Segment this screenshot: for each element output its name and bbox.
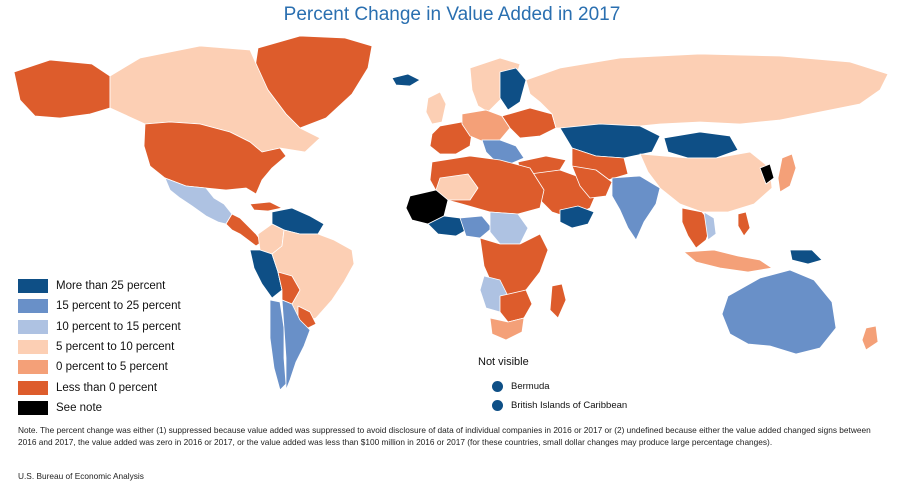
legend-item: 5 percent to 10 percent [18, 337, 181, 357]
legend-label: More than 25 percent [56, 280, 166, 293]
legend-item: 10 percent to 15 percent [18, 317, 181, 337]
region-philippines[interactable] [737, 211, 751, 237]
region-horn-africa[interactable] [489, 211, 529, 245]
not-visible-title: Not visible [478, 356, 529, 368]
region-china[interactable] [639, 151, 773, 213]
legend-swatch [18, 360, 48, 375]
region-papua-new-guinea[interactable] [789, 249, 823, 265]
region-south-africa[interactable] [489, 317, 525, 341]
region-new-zealand[interactable] [861, 325, 879, 351]
region-iran[interactable] [571, 165, 613, 199]
legend-swatch [18, 319, 48, 334]
bermuda-dot [492, 381, 503, 392]
legend-item: Less than 0 percent [18, 377, 181, 397]
legend-item: More than 25 percent [18, 276, 181, 296]
legend-item: See note [18, 398, 181, 418]
legend-swatch [18, 340, 48, 355]
region-australia[interactable] [721, 269, 837, 355]
region-vietnam[interactable] [703, 211, 717, 241]
region-alaska[interactable] [13, 59, 111, 119]
region-mongolia[interactable] [663, 131, 739, 159]
region-indonesia[interactable] [683, 249, 773, 273]
legend-item: 15 percent to 25 percent [18, 296, 181, 316]
legend-label: 5 percent to 10 percent [56, 341, 175, 354]
region-argentina[interactable] [281, 299, 311, 391]
legend-swatch [18, 299, 48, 314]
legend-label: Less than 0 percent [56, 381, 158, 394]
legend-label: 0 percent to 5 percent [56, 361, 168, 374]
map-legend: More than 25 percent 15 percent to 25 pe… [18, 276, 181, 418]
not-visible-box: Not visible Bermuda British Islands of C… [478, 356, 627, 415]
legend-item: 0 percent to 5 percent [18, 357, 181, 377]
region-eastern-europe[interactable] [501, 107, 557, 139]
region-southern-africa[interactable] [499, 289, 533, 323]
region-finland[interactable] [499, 67, 527, 111]
legend-label: 10 percent to 15 percent [56, 320, 181, 333]
region-caribbean[interactable] [249, 201, 283, 212]
not-visible-label: British Islands of Caribbean [511, 400, 628, 411]
not-visible-item: British Islands of Caribbean [492, 396, 627, 415]
world-map-svg [13, 35, 889, 391]
region-japan[interactable] [777, 153, 797, 193]
region-madagascar[interactable] [549, 283, 567, 319]
caribbean-dot [492, 400, 503, 411]
region-nigeria[interactable] [459, 215, 493, 239]
legend-swatch [18, 380, 48, 395]
region-yemen-oman[interactable] [559, 205, 595, 229]
legend-label: See note [56, 401, 103, 414]
region-central-america[interactable] [225, 213, 263, 247]
region-italy-balkans[interactable] [481, 139, 525, 165]
source-line: U.S. Bureau of Economic Analysis [18, 471, 144, 481]
region-india[interactable] [611, 175, 661, 241]
region-russia[interactable] [525, 53, 889, 129]
legend-swatch [18, 279, 48, 294]
world-map [0, 28, 904, 418]
region-korea[interactable] [759, 163, 775, 185]
region-united-kingdom[interactable] [425, 91, 447, 125]
not-visible-item: Bermuda [492, 377, 627, 396]
footnote: Note. The percent change was either (1) … [18, 425, 871, 447]
region-iceland[interactable] [391, 73, 421, 87]
map-title: Percent Change in Value Added in 2017 [283, 4, 621, 25]
not-visible-label: Bermuda [511, 381, 550, 392]
legend-label: 15 percent to 25 percent [56, 300, 181, 313]
legend-swatch [18, 400, 48, 415]
